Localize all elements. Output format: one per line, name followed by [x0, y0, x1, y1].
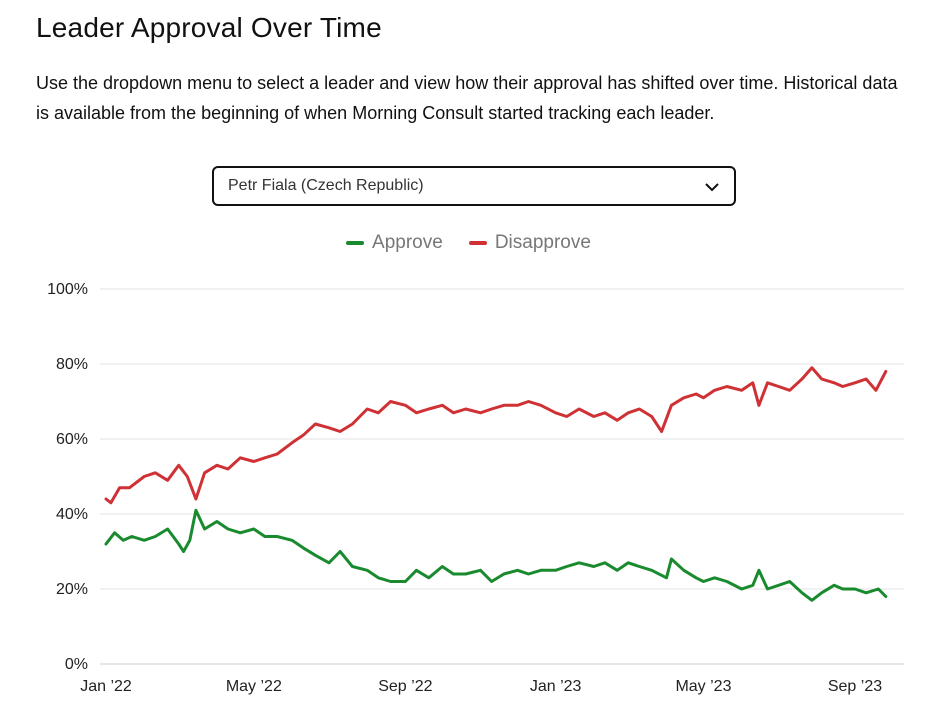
- page-title: Leader Approval Over Time: [36, 12, 382, 43]
- y-tick-label-3: 60%: [56, 431, 88, 448]
- y-tick-label-0: 0%: [65, 656, 88, 673]
- x-tick-label-3: Jan ’23: [530, 678, 582, 695]
- x-tick-label-4: May ’23: [675, 678, 731, 695]
- y-tick-label-2: 40%: [56, 506, 88, 523]
- page-description: Use the dropdown menu to select a leader…: [36, 73, 898, 123]
- legend-item-disapprove[interactable]: Disapprove: [468, 232, 591, 254]
- legend-label-approve: Approve: [372, 232, 443, 253]
- y-tick-label-1: 20%: [56, 581, 88, 598]
- y-tick-label-4: 80%: [56, 356, 88, 373]
- legend-item-approve[interactable]: Approve: [346, 232, 443, 254]
- series-line-disapprove[interactable]: [104, 366, 888, 505]
- x-tick-label-1: May ’22: [226, 678, 282, 695]
- series-line-approve[interactable]: [104, 508, 888, 602]
- y-tick-label-5: 100%: [47, 281, 88, 298]
- legend-label-disapprove: Disapprove: [494, 232, 591, 253]
- leader-dropdown-value: Petr Fiala (Czech Republic): [228, 177, 424, 194]
- chart-legend: Approve Disapprove: [0, 232, 937, 254]
- leader-dropdown[interactable]: Petr Fiala (Czech Republic): [212, 166, 736, 206]
- chevron-down-icon: [705, 183, 719, 192]
- x-tick-label-5: Sep ’23: [828, 678, 882, 695]
- x-tick-label-2: Sep ’22: [378, 678, 432, 695]
- legend-swatch-approve: [346, 241, 365, 245]
- legend-swatch-disapprove: [468, 241, 487, 245]
- x-tick-label-0: Jan ’22: [80, 678, 132, 695]
